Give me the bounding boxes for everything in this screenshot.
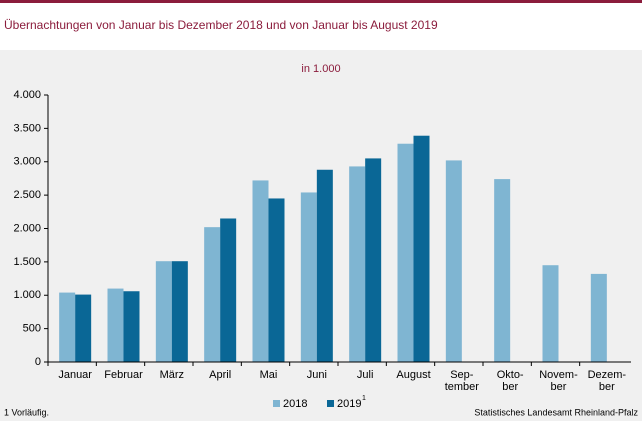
bar: [75, 294, 92, 362]
legend-footnote-ref: 1: [362, 395, 366, 402]
bar: [349, 166, 366, 362]
y-tick-label: 3.500: [13, 122, 41, 134]
bar: [494, 179, 511, 362]
y-tick-label: 1.500: [13, 256, 41, 268]
y-tick-label: 0: [35, 356, 41, 368]
bar: [155, 261, 172, 362]
x-tick-label: Dezem- ber: [587, 369, 627, 393]
y-tick-label: 2.500: [13, 189, 41, 201]
x-tick-label: Mai: [259, 369, 278, 381]
bar: [59, 292, 76, 362]
top-rule: [0, 0, 642, 3]
bar: [397, 143, 414, 362]
bar: [590, 273, 607, 362]
x-tick-label: Sep- tember: [444, 369, 479, 393]
x-tick-label: August: [396, 369, 431, 381]
bar: [316, 169, 333, 362]
bar: [220, 218, 237, 362]
legend-swatch: [327, 400, 334, 407]
x-tick-label: Okto- ber: [496, 369, 524, 393]
x-tick-label: Novem- ber: [539, 369, 578, 393]
x-tick-label: April: [209, 369, 232, 381]
bar: [252, 180, 269, 362]
bar: [445, 160, 462, 362]
x-tick-label: Juni: [306, 369, 327, 381]
bar: [365, 158, 382, 362]
chart-title: Übernachtungen von Januar bis Dezember 2…: [4, 18, 438, 32]
source: Statistisches Landesamt Rheinland-Pfalz: [474, 407, 638, 417]
y-tick-label: 500: [23, 323, 41, 335]
bar: [268, 198, 285, 362]
y-tick-label: 4.000: [13, 89, 41, 101]
footnote: 1 Vorläufig.: [4, 407, 49, 417]
bar: [171, 261, 188, 362]
x-tick-label: März: [159, 369, 185, 381]
x-tick-label: Februar: [104, 369, 143, 381]
legend-label: 2019: [337, 398, 361, 410]
legend-label: 2018: [283, 398, 307, 410]
x-tick-label: Januar: [58, 369, 92, 381]
bar: [413, 135, 430, 362]
bar: [542, 265, 559, 362]
y-tick-label: 3.000: [13, 156, 41, 168]
bar: [300, 192, 317, 362]
bar: [123, 291, 140, 362]
y-tick-label: 1.000: [13, 289, 41, 301]
x-tick-label: Juli: [356, 369, 374, 381]
bar: [107, 288, 124, 362]
y-tick-label: 2.000: [13, 222, 41, 234]
legend-swatch: [273, 400, 280, 407]
bar: [204, 227, 221, 362]
chart-subtitle: in 1.000: [301, 63, 340, 75]
